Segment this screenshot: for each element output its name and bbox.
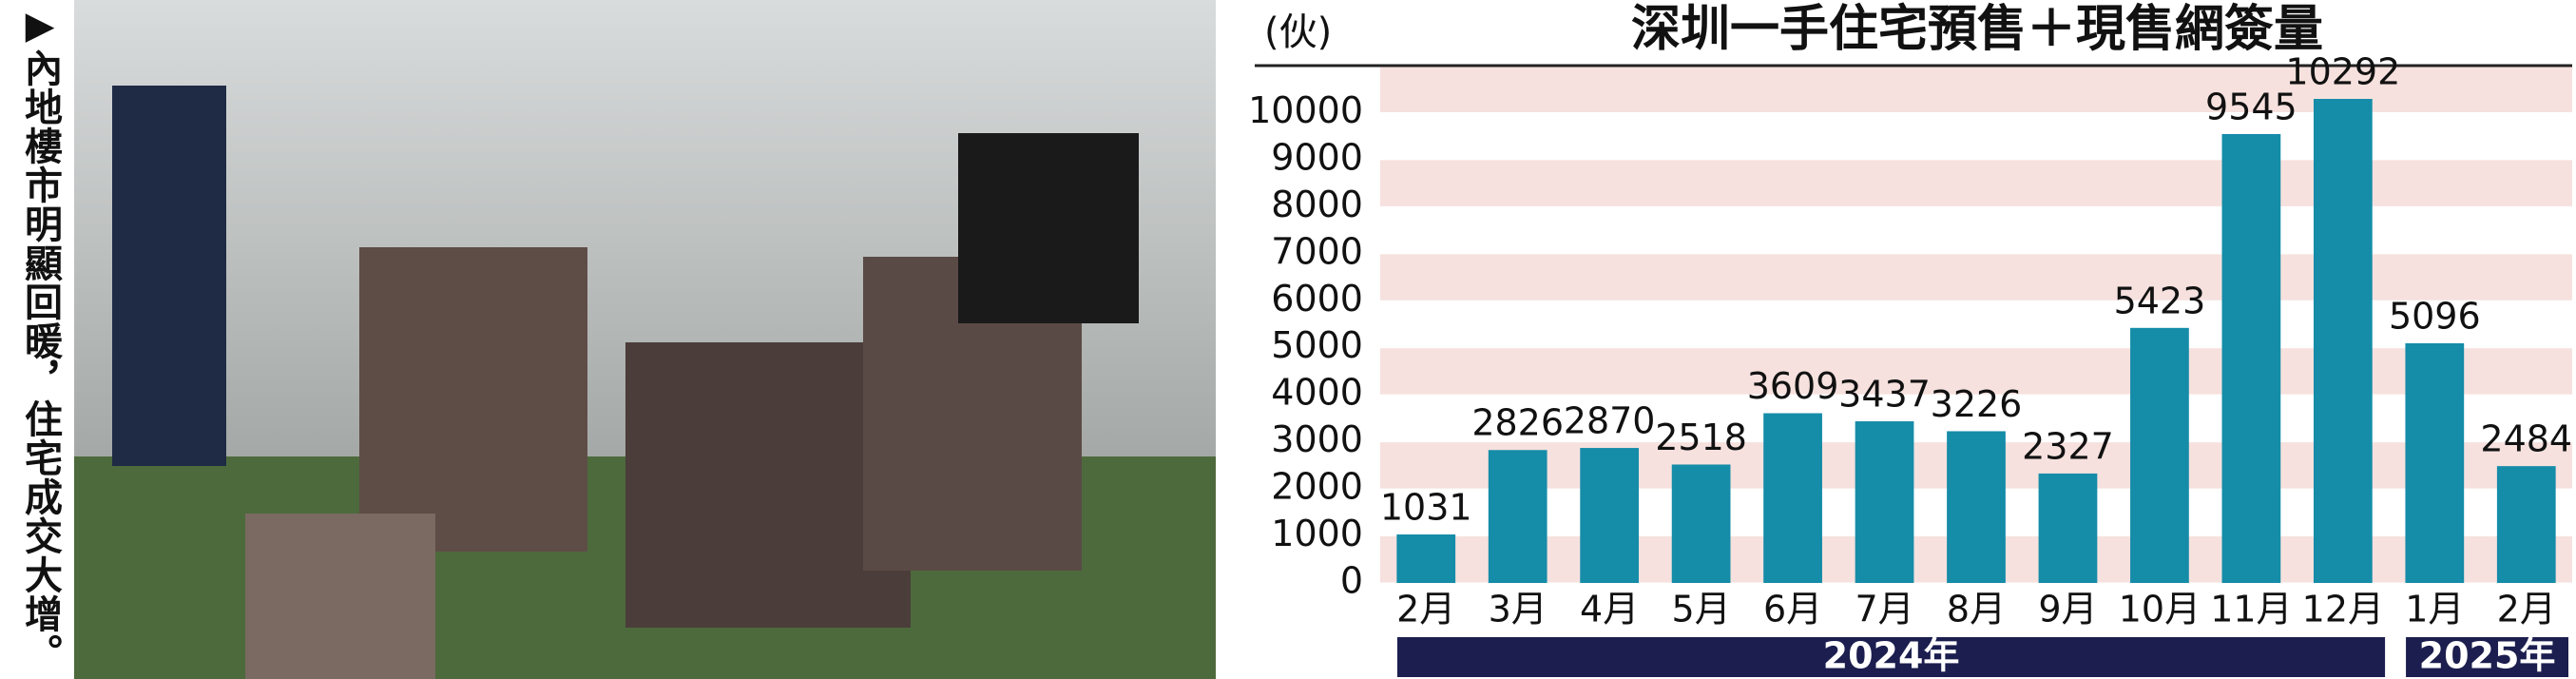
y-tick-label: 2000 [1271,466,1363,508]
photo [74,0,1216,679]
x-tick-label: 3月 [1489,589,1548,630]
bar [1488,450,1548,583]
x-tick-label: 9月 [2038,589,2097,630]
bar [1763,413,1822,583]
y-tick-label: 8000 [1271,184,1363,225]
chart-title: 深圳一手住宅預售＋現售網簽量 [1631,1,2323,58]
grid-band [1380,159,2572,207]
bar [2221,133,2281,583]
year-bar [1397,637,2386,677]
bar [1396,534,1456,583]
x-tick-label: 11月 [2210,589,2292,630]
x-tick-label: 6月 [1763,589,1822,630]
y-tick-label: 9000 [1271,136,1363,178]
value-label: 2327 [2022,425,2114,467]
value-label: 10292 [2285,51,2400,93]
unit-label: (伙) [1264,10,1332,54]
grid-band [1380,347,2572,396]
value-label: 2484 [2480,418,2572,460]
photo-caption: ▶內地樓市明顯回暖，住宅成交大增。 [18,4,62,672]
y-tick-label: 10000 [1248,89,1363,131]
person [958,133,1139,323]
y-tick-label: 6000 [1271,278,1363,320]
year-bar [2406,637,2568,677]
y-tick-label: 3000 [1271,418,1363,460]
x-tick-label: 8月 [1947,589,2006,630]
x-tick-label: 4月 [1580,589,1639,630]
value-label: 3609 [1747,365,1839,407]
bar [1671,464,1731,583]
y-tick-label: 0 [1340,560,1363,602]
bar [2496,466,2556,583]
year-label: 2024年 [1823,635,1960,677]
value-label: 1031 [1380,487,1472,529]
value-label: 9545 [2205,86,2297,127]
grid-band [1380,253,2572,301]
value-label: 3437 [1838,374,1931,416]
value-label: 2870 [1564,400,1656,442]
y-tick-label: 7000 [1271,230,1363,272]
value-label: 5423 [2114,280,2206,321]
bar [1947,431,2006,583]
model-building [245,514,435,679]
bar [1580,448,1640,583]
bar [2405,342,2465,583]
x-tick-label: 12月 [2302,589,2384,630]
x-tick-label: 10月 [2119,589,2201,630]
x-tick-label: 5月 [1672,589,1731,630]
y-tick-label: 4000 [1271,372,1363,414]
y-tick-label: 5000 [1271,324,1363,366]
person [112,86,226,466]
bar [2038,473,2098,583]
value-label: 3226 [1931,383,2023,425]
x-tick-label: 7月 [1855,589,1913,630]
value-label: 2826 [1471,402,1564,444]
year-label: 2025年 [2419,635,2556,677]
value-label: 2518 [1655,417,1747,458]
model-building [359,247,587,552]
x-tick-label: 2月 [2497,589,2556,630]
x-tick-label: 1月 [2405,589,2464,630]
value-label: 5096 [2389,295,2481,337]
bar [2313,99,2373,583]
bar [2130,327,2189,583]
x-tick-label: 2月 [1396,589,1455,630]
grid-band [1380,66,2572,113]
bar [1855,421,1914,583]
y-tick-label: 1000 [1271,513,1363,554]
